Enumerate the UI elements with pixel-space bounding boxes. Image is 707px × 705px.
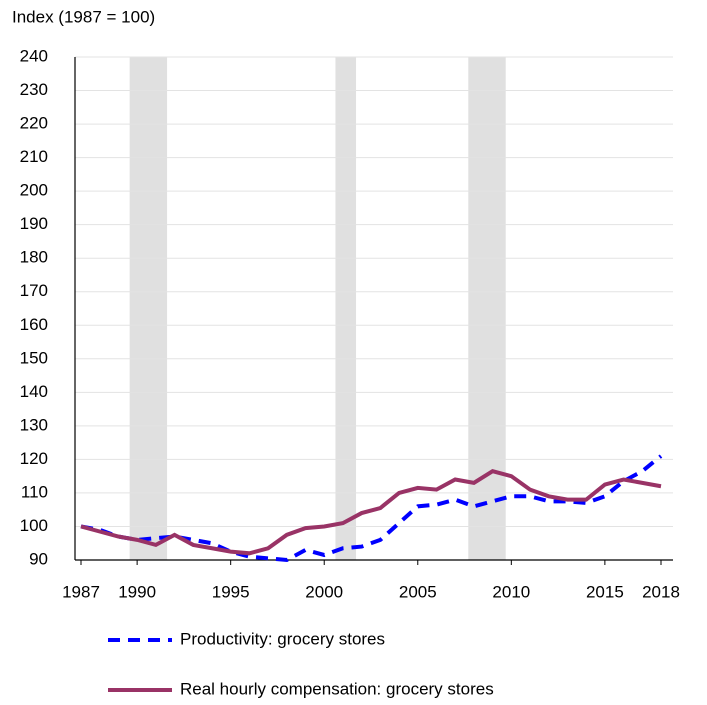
legend-label: Productivity: grocery stores <box>180 629 385 648</box>
y-tick-label: 110 <box>21 482 48 501</box>
series-line <box>80 468 662 556</box>
y-tick-label: 140 <box>20 382 48 401</box>
y-tick-label: 120 <box>20 449 48 468</box>
y-axis-label: Index (1987 = 100) <box>12 7 155 26</box>
x-tick-label: 2005 <box>399 582 437 601</box>
x-tick-label: 2010 <box>492 582 530 601</box>
y-tick-label: 230 <box>20 80 48 99</box>
x-tick-label: 1990 <box>118 582 156 601</box>
y-tick-label: 130 <box>20 415 48 434</box>
recession-band <box>335 57 357 560</box>
y-tick-label: 90 <box>29 549 48 568</box>
x-tick-label: 2000 <box>305 582 343 601</box>
y-tick-label: 190 <box>20 214 48 233</box>
x-tick-label: 1987 <box>62 582 100 601</box>
y-tick-label: 210 <box>20 147 48 166</box>
x-tick-label: 2018 <box>642 582 680 601</box>
x-tick-label: 1995 <box>212 582 250 601</box>
y-tick-label: 100 <box>20 516 48 535</box>
series-line <box>80 454 663 563</box>
y-tick-label: 220 <box>20 114 48 133</box>
y-tick-label: 170 <box>20 281 48 300</box>
y-tick-label: 240 <box>20 46 48 65</box>
x-tick-label: 2015 <box>586 582 624 601</box>
recession-band <box>129 57 168 560</box>
y-tick-label: 160 <box>20 315 48 334</box>
y-tick-label: 200 <box>20 181 48 200</box>
y-tick-label: 180 <box>20 248 48 267</box>
y-tick-label: 150 <box>20 348 48 367</box>
legend-label: Real hourly compensation: grocery stores <box>180 679 494 698</box>
